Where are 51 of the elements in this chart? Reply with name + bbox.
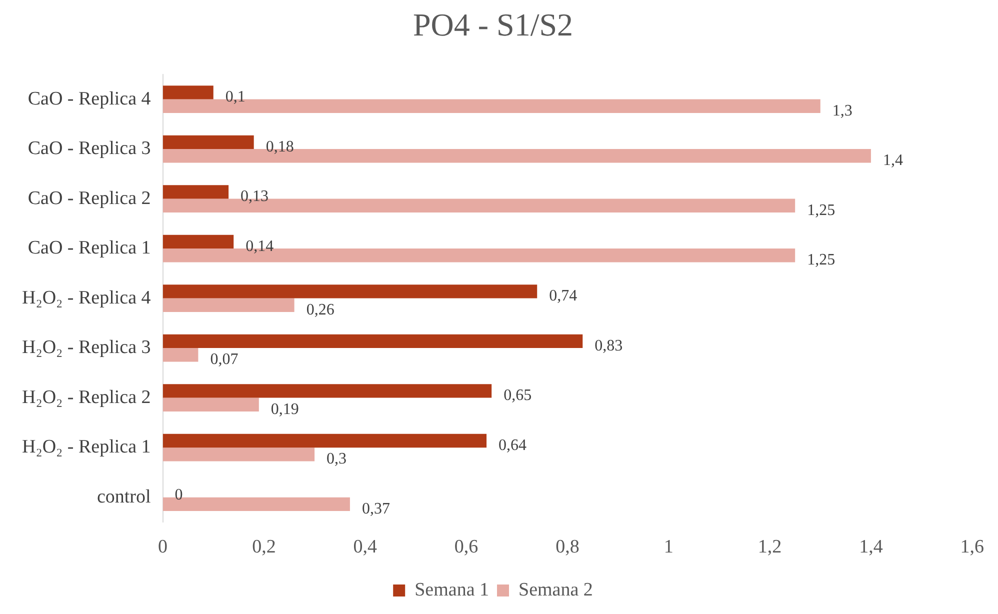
data-label: 0,74 — [549, 288, 578, 305]
bar — [162, 384, 492, 398]
y-tick-label: CaO - Replica 2 — [28, 188, 151, 209]
chart-title: PO4 - S1/S2 — [412, 6, 574, 43]
x-tick-label: 0,6 — [454, 536, 478, 558]
data-label: 1,25 — [807, 252, 836, 269]
y-tick-label: CaO - Replica 1 — [28, 238, 151, 259]
bar — [162, 284, 538, 298]
x-tick-label: 0,4 — [353, 536, 378, 558]
y-tick-label: CaO - Replica 3 — [28, 138, 151, 160]
y-tick-label: control — [96, 486, 151, 508]
bar — [162, 234, 234, 249]
data-label: 1,4 — [882, 152, 903, 170]
bar — [162, 135, 254, 150]
data-label: 1,3 — [832, 102, 852, 120]
x-tick-label: 0,2 — [252, 536, 276, 558]
data-label: 0,83 — [594, 337, 623, 354]
x-tick-label: 1,2 — [758, 536, 782, 558]
x-tick-label: 0,8 — [556, 536, 580, 558]
x-tick-label: 1 — [664, 536, 674, 558]
x-tick-label: 1,6 — [960, 536, 984, 558]
y-tick-label: H₂O₂ - Replica 1 — [22, 436, 151, 458]
y-tick-label: H₂O₂ - Replica 4 — [22, 287, 152, 308]
bar — [162, 448, 315, 462]
data-label: 0,1 — [225, 88, 246, 106]
bar — [162, 86, 214, 100]
y-tick-label: H₂O₂ - Replica 2 — [22, 386, 151, 408]
data-label: 0,13 — [240, 188, 269, 206]
bar — [162, 298, 294, 312]
data-label: 0,64 — [498, 436, 527, 454]
y-tick-label: H₂O₂ - Replica 3 — [22, 337, 151, 358]
data-label: 0 — [174, 486, 183, 504]
data-label: 1,25 — [807, 202, 836, 219]
data-label: 0,18 — [266, 138, 294, 156]
x-tick-label: 0 — [158, 536, 168, 558]
bar — [162, 334, 583, 348]
legend-label: Semana 1 — [414, 579, 490, 600]
data-label: 0,3 — [326, 450, 347, 468]
data-label: 0,14 — [246, 238, 274, 255]
data-label: 0,37 — [362, 500, 390, 518]
bar — [162, 185, 229, 199]
data-label: 0,65 — [504, 387, 532, 404]
data-label: 0,07 — [210, 351, 238, 368]
data-label: 0,26 — [306, 301, 334, 318]
bar — [162, 398, 259, 412]
bar — [162, 434, 487, 448]
bar — [162, 348, 198, 362]
legend-label: Semana 2 — [518, 579, 593, 600]
data-label: 0,19 — [270, 400, 299, 418]
y-tick-label: CaO - Replica 4 — [28, 88, 152, 110]
x-tick-label: 1,4 — [859, 536, 884, 558]
